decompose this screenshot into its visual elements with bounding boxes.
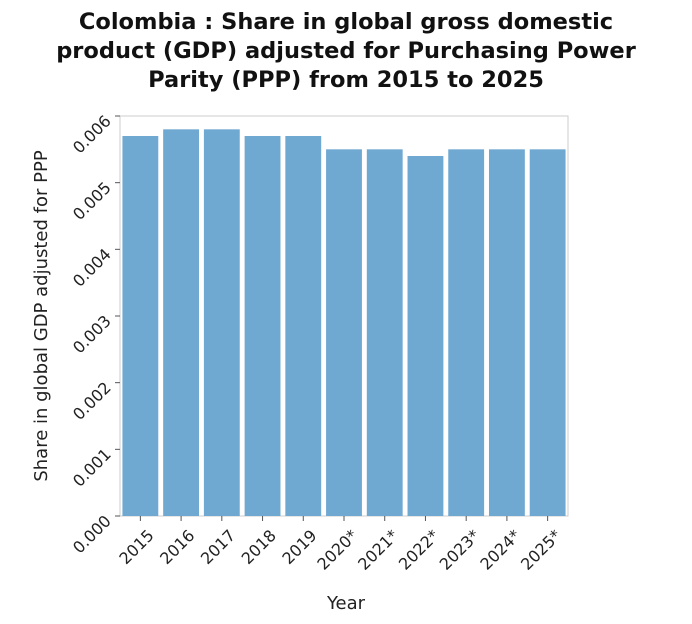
x-tick-label: 2018 [238,526,280,568]
bar-2022-projected [407,156,444,516]
chart-title-line-2: product (GDP) adjusted for Purchasing Po… [56,38,636,64]
x-axis: 201520162017201820192020*2021*2022*2023*… [115,516,565,574]
chart-title-line-1: Colombia : Share in global gross domesti… [78,9,614,35]
y-tick-label: 0.003 [69,311,115,357]
y-tick-label: 0.002 [69,378,115,424]
bar-2018 [244,136,281,516]
x-tick-label: 2020* [313,526,361,574]
bar-2015 [122,136,159,516]
y-tick-label: 0.006 [69,111,115,157]
chart-title: Colombia : Share in global gross domesti… [0,8,692,95]
x-tick-label: 2017 [197,526,239,568]
bar-2025-projected [529,149,566,516]
x-tick-label: 2021* [354,526,402,574]
chart-title-line-3: Parity (PPP) from 2015 to 2025 [148,67,544,93]
y-axis-title: Share in global GDP adjusted for PPP [31,150,52,482]
x-tick-label: 2025* [517,526,565,574]
bar-2023-projected [448,149,485,516]
x-axis-title: Year [326,593,366,614]
bar-2019 [285,136,322,516]
y-tick-label: 0.001 [69,445,115,491]
y-tick-label: 0.005 [69,178,115,224]
y-tick-label: 0.000 [69,511,115,557]
bar-2020-projected [326,149,362,516]
x-tick-label: 2023* [436,526,484,574]
x-tick-label: 2016 [156,526,198,568]
y-axis: 0.000 0.001 0.002 0.003 0.004 0.005 0.006 [69,111,120,557]
x-tick-label: 2024* [476,526,524,574]
bar-2024-projected [488,149,525,516]
y-tick-label: 0.004 [69,245,115,291]
bar-2016 [163,129,200,516]
bar-2021-projected [366,149,403,516]
bar-2017 [203,129,240,516]
bars-group [122,129,566,516]
x-tick-label: 2015 [115,526,157,568]
x-tick-label: 2022* [395,526,443,574]
